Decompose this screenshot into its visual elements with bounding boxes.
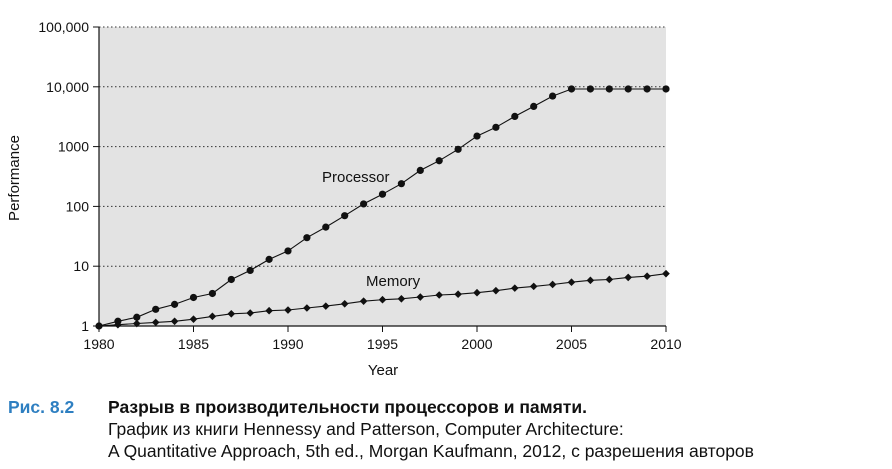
caption-number: Рис. 8.2 [8,397,75,417]
data-point-processor [227,275,235,284]
data-point-processor [416,166,424,174]
data-point-memory [95,322,103,330]
data-point-memory [208,312,217,321]
data-point-processor [322,223,330,231]
x-axis-ticks: 1980 1985 1990 1995 2000 2005 2010 [83,326,682,352]
data-point-memory [265,306,273,315]
data-point-memory [492,286,500,295]
x-tick-label: 2010 [650,336,681,352]
data-point-memory [624,273,632,282]
data-point-memory [322,302,330,310]
data-point-memory [473,288,481,297]
caption-line-2: A Quantitative Approach, 5th ed., Morgan… [108,441,754,461]
y-tick-label: 100,000 [38,19,89,35]
data-point-memory [378,295,387,304]
data-point-memory [454,290,462,299]
data-point-memory [435,291,443,299]
data-point-processor [284,247,292,255]
y-axis-ticks: 1 10 100 1000 10,000 100,000 [38,19,99,334]
data-point-memory [189,315,198,323]
series-label-memory: Memory [366,273,421,290]
data-point-memory [605,275,614,284]
y-axis-title: Performance [6,135,23,221]
data-point-processor [492,123,500,131]
data-point-processor [246,266,254,275]
data-point-processor [643,85,651,93]
data-point-processor [341,212,349,220]
data-point-memory [284,306,292,314]
series-label-processor: Processor [322,169,390,186]
data-point-memory [227,309,236,318]
data-point-processor [605,85,613,93]
data-point-processor [473,132,481,140]
data-point-memory [151,318,160,327]
data-point-processor [397,180,405,188]
y-tick-label: 100 [66,198,90,214]
x-tick-label: 1990 [272,336,303,352]
x-tick-label: 2005 [556,336,587,352]
data-point-memory [511,284,519,292]
data-point-processor [360,200,368,208]
data-point-memory [643,272,651,281]
caption-body: Разрыв в производительности процессоров … [108,396,888,462]
data-point-memory [340,300,349,308]
x-tick-label: 1980 [83,336,114,352]
data-point-memory [586,276,595,285]
data-point-processor [133,313,141,321]
data-point-processor [378,190,387,198]
data-point-processor [511,112,519,120]
data-point-processor [624,85,632,93]
x-tick-label: 1995 [367,336,398,352]
data-point-memory [133,319,141,328]
data-point-memory [303,304,311,312]
data-point-memory [397,295,406,303]
y-tick-label: 10,000 [46,79,89,95]
data-point-memory [548,280,557,289]
data-point-memory [662,269,670,278]
data-point-memory [529,282,538,291]
data-point-processor [586,85,595,93]
data-point-processor [303,234,311,242]
series-markers [95,85,670,330]
data-point-processor [152,305,160,313]
y-tick-label: 1000 [58,139,89,155]
data-point-processor [189,293,198,302]
plot-area [99,27,666,326]
caption-title: Разрыв в производительности процессоров … [108,397,587,417]
y-tick-label: 1 [81,318,89,334]
data-point-processor [454,145,462,153]
data-point-processor [530,102,538,111]
data-point-memory [359,297,368,305]
data-point-processor [435,157,443,165]
x-axis-title: Year [368,362,398,379]
x-tick-label: 2000 [461,336,492,352]
data-point-processor [265,255,273,263]
data-point-processor [208,289,216,298]
y-tick-label: 10 [73,258,89,274]
data-point-processor [549,92,557,100]
caption-line-1: График из книги Hennessy and Patterson, … [108,419,624,439]
data-point-processor [171,300,179,308]
data-point-processor [662,85,670,93]
data-point-memory [416,293,425,301]
data-point-memory [567,278,576,287]
x-tick-label: 1985 [178,336,209,352]
data-point-processor [567,85,576,93]
data-point-memory [114,320,122,329]
data-point-memory [246,309,254,317]
data-point-memory [170,317,179,326]
performance-chart: 1980 1985 1990 1995 2000 2005 2010 11010010001… [6,19,682,379]
